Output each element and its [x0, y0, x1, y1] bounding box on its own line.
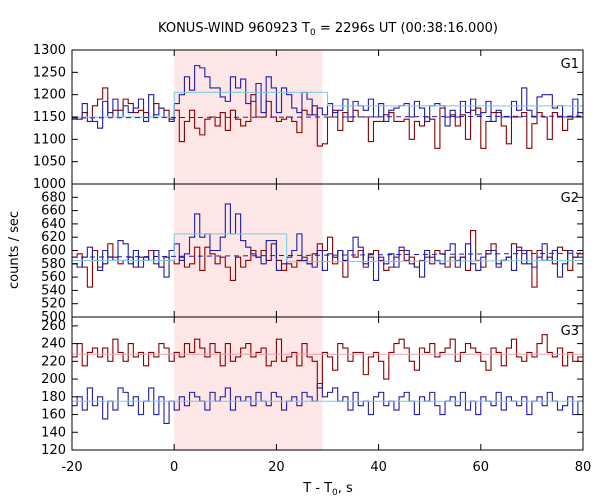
panel-frame-g3 — [71, 316, 584, 451]
y-tick-label: 160 — [41, 408, 66, 423]
y-tick-label: 680 — [41, 190, 66, 205]
y-tick-label: 200 — [41, 372, 66, 387]
y-tick-label: 1100 — [33, 132, 66, 147]
y-axis-label: counts / sec — [7, 211, 22, 289]
chart-title-rest: = 2296s UT (00:38:16.000) — [316, 21, 498, 36]
x-axis-label: T - T0, s — [302, 481, 353, 498]
y-tick-label: 120 — [41, 443, 66, 458]
x-tick-label: 20 — [268, 460, 285, 475]
fit-line-g2-0-2 — [286, 259, 584, 263]
series-g2-blue — [72, 203, 583, 281]
y-tick-label: 140 — [41, 425, 66, 440]
y-tick-label: 220 — [41, 354, 66, 369]
panel-label-g2: G2 — [561, 191, 579, 206]
x-tick-label: 80 — [575, 460, 592, 475]
series-g1-blue — [72, 65, 583, 129]
chart-title-sub: 0 — [310, 28, 316, 38]
series-g3-blue — [72, 382, 583, 424]
y-tick-label: 180 — [41, 390, 66, 405]
y-tick-label: 240 — [41, 337, 66, 352]
y-tick-label: 1050 — [33, 155, 66, 170]
y-tick-label: 520 — [41, 297, 66, 312]
x-tick-label: 0 — [170, 460, 178, 475]
panel-label-g1: G1 — [561, 57, 579, 72]
fit-line-g1-1-0 — [71, 115, 584, 119]
y-tick-label: 620 — [41, 230, 66, 245]
y-tick-label: 540 — [41, 283, 66, 298]
x-axis-label-sub: 0 — [332, 488, 338, 498]
y-tick-label: 1300 — [33, 43, 66, 58]
x-axis-label-rest: , s — [338, 481, 353, 496]
y-tick-label: 1150 — [33, 110, 66, 125]
y-tick-label: 1200 — [33, 88, 66, 103]
y-tick-label: 260 — [41, 319, 66, 334]
fit-line-g2-1-0 — [71, 252, 584, 258]
x-tick-label: 60 — [473, 460, 490, 475]
y-tick-label: 580 — [41, 257, 66, 272]
chart-title: KONUS-WIND 960923 T0 = 2296s UT (00:38:1… — [158, 21, 498, 38]
y-tick-label: 640 — [41, 217, 66, 232]
series-g3-red — [72, 334, 583, 389]
x-tick-label: 40 — [370, 460, 387, 475]
y-tick-label: 560 — [41, 270, 66, 285]
panel-label-g3: G3 — [561, 324, 579, 339]
y-tick-label: 1250 — [33, 65, 66, 80]
x-tick-label: -20 — [61, 460, 82, 475]
highlight-interval — [174, 50, 323, 450]
y-tick-label: 500 — [41, 310, 66, 325]
x-axis-label-main: T - T — [302, 481, 332, 496]
y-tick-label: 600 — [41, 244, 66, 259]
plot-layer: 1000105011001150120012501300G15005205405… — [33, 43, 591, 475]
y-tick-label: 1000 — [33, 177, 66, 192]
chart-title-main: KONUS-WIND 960923 T — [158, 21, 310, 36]
y-tick-label: 660 — [41, 204, 66, 219]
